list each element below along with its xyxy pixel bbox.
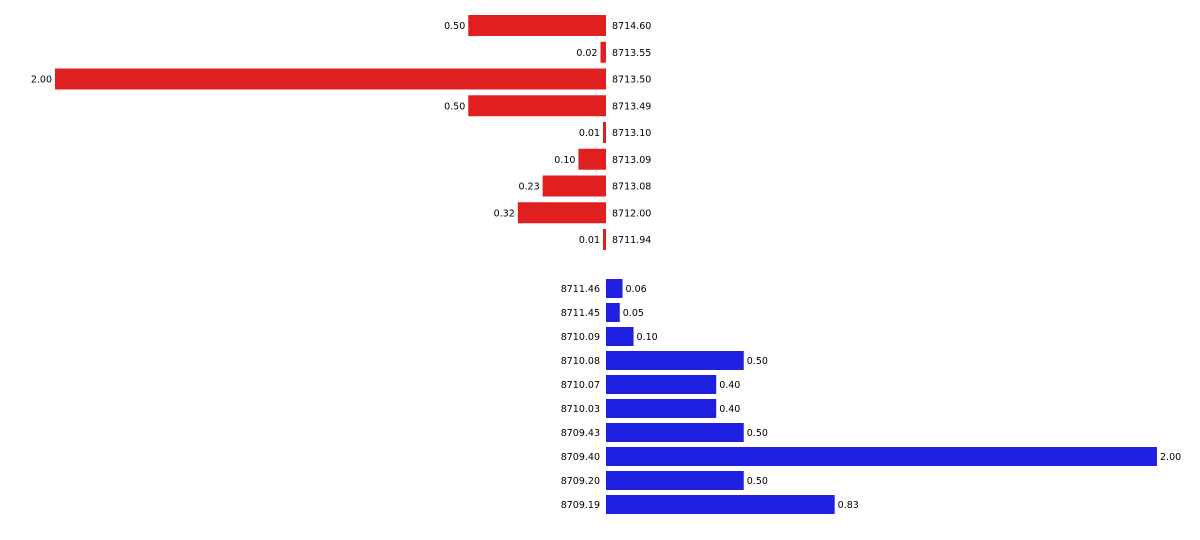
ask-price-label: 8713.55 [612,48,651,59]
ask-bar [542,175,606,197]
ask-bar [468,15,606,36]
ask-price-label: 8714.60 [612,21,651,32]
ask-value-label: 2.00 [31,75,52,86]
bid-price-label: 8710.08 [561,356,600,367]
ask-value-label: 0.32 [494,208,515,219]
bid-value-label: 2.00 [1160,452,1181,463]
bid-price-label: 8711.45 [561,308,600,319]
ask-value-label: 0.01 [579,235,600,246]
bid-value-label: 0.05 [623,308,644,319]
ask-value-label: 0.02 [576,48,597,59]
bid-price-label: 8709.43 [561,428,600,439]
ask-price-label: 8712.00 [612,208,651,219]
bid-price-label: 8711.46 [561,284,600,295]
bid-bar [606,279,623,298]
bid-value-label: 0.06 [626,284,647,295]
asks-bars-group: 0.50 8714.60 0.02 8713.55 2.00 8713.50 0.50 871… [31,15,651,250]
bid-bar [606,303,620,322]
bid-value-label: 0.50 [747,428,768,439]
ask-price-label: 8713.49 [612,101,651,112]
ask-value-label: 0.01 [579,128,600,139]
bid-bar [606,423,744,442]
ask-price-label: 8713.08 [612,182,651,193]
ask-value-label: 0.50 [444,21,465,32]
bid-value-label: 0.50 [747,476,768,487]
bid-price-label: 8710.09 [561,332,600,343]
ask-bar [578,148,606,170]
bid-value-label: 0.50 [747,356,768,367]
bid-price-label: 8710.07 [561,380,600,391]
ask-bar [603,122,606,143]
bid-bar [606,447,1157,466]
ask-value-label: 0.10 [554,155,575,166]
ask-price-label: 8711.94 [612,235,651,246]
ask-bar [600,41,606,63]
bid-price-label: 8709.19 [561,500,600,511]
ask-price-label: 8713.50 [612,75,651,86]
bid-bar [606,375,717,394]
bids-bars-group: 8711.46 0.06 8711.45 0.05 8710.09 0.10 8710.08… [561,279,1181,514]
ask-value-label: 0.50 [444,101,465,112]
bid-price-label: 8709.20 [561,476,600,487]
bid-price-label: 8710.03 [561,404,600,415]
ask-bar [517,202,606,224]
ask-price-label: 8713.10 [612,128,651,139]
ask-bar [468,95,606,117]
bid-value-label: 0.40 [719,404,740,415]
bid-bar [606,471,744,490]
ask-price-label: 8713.09 [612,155,651,166]
bid-bar [606,327,634,346]
ask-bar [603,229,606,250]
ask-bar [55,68,606,90]
bid-bar [606,399,717,418]
bid-value-label: 0.10 [637,332,658,343]
bid-bar [606,495,835,514]
bid-value-label: 0.40 [719,380,740,391]
bid-bar [606,351,744,370]
bid-price-label: 8709.40 [561,452,600,463]
bid-value-label: 0.83 [838,500,859,511]
ask-value-label: 0.23 [518,182,539,193]
